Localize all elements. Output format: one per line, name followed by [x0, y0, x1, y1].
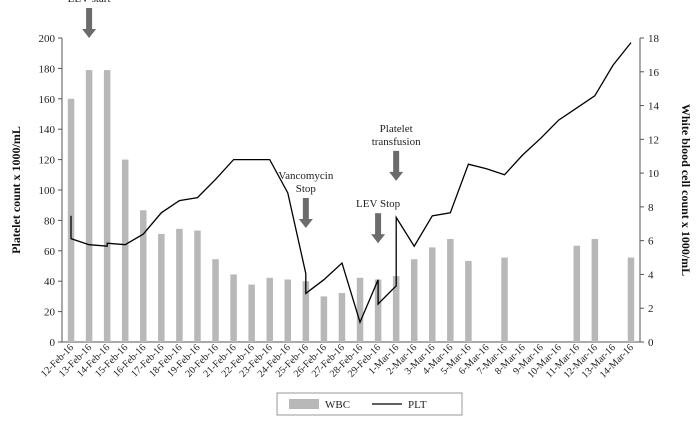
- plt-line: [71, 43, 631, 323]
- wbc-bar: [266, 278, 273, 342]
- right-tick-label: 16: [648, 67, 660, 79]
- wbc-bar: [212, 259, 219, 342]
- arrow-shaft: [375, 213, 381, 235]
- legend-wbc-swatch: [289, 399, 319, 409]
- wbc-bar: [104, 70, 111, 342]
- wbc-bar: [158, 234, 165, 342]
- wbc-bar: [194, 231, 201, 342]
- annotation-text: LEV Stop: [356, 198, 401, 210]
- right-axis-title: White blood cell count x 1000/mL: [679, 104, 693, 276]
- wbc-bar: [447, 239, 454, 342]
- right-tick-label: 4: [648, 269, 654, 281]
- wbc-bar: [321, 296, 328, 342]
- wbc-bar: [230, 274, 237, 342]
- wbc-bar: [339, 293, 346, 342]
- arrow-head: [299, 219, 313, 228]
- left-tick-label: 180: [39, 63, 56, 75]
- left-tick-label: 200: [39, 33, 56, 45]
- right-tick-label: 18: [648, 33, 660, 45]
- annotation-text: Platelet: [380, 123, 413, 135]
- right-tick-label: 0: [648, 337, 654, 349]
- right-tick-label: 14: [648, 101, 660, 113]
- right-tick-label: 8: [648, 202, 654, 214]
- wbc-bar: [140, 210, 147, 342]
- wbc-bar: [86, 70, 93, 342]
- annotation: LEV Stop: [356, 198, 401, 243]
- legend-plt-label: PLT: [408, 399, 427, 411]
- wbc-bar: [574, 246, 581, 342]
- arrow-head: [371, 234, 385, 243]
- wbc-bar: [592, 239, 599, 342]
- wbc-bar: [429, 247, 436, 342]
- left-tick-label: 40: [44, 276, 56, 288]
- right-tick-label: 6: [648, 236, 654, 248]
- right-tick-label: 10: [648, 168, 660, 180]
- right-tick-label: 12: [648, 134, 659, 146]
- wbc-bar: [122, 160, 129, 342]
- left-tick-label: 0: [50, 337, 56, 349]
- wbc-bar: [285, 280, 292, 342]
- right-tick-label: 2: [648, 303, 654, 315]
- wbc-bar: [357, 278, 364, 342]
- wbc-bar: [248, 285, 255, 342]
- annotation-text: transfusion: [372, 136, 421, 148]
- wbc-bar: [628, 258, 635, 342]
- annotation: LEV start: [68, 0, 111, 38]
- left-tick-label: 100: [39, 185, 56, 197]
- arrow-shaft: [303, 198, 309, 220]
- arrow-head: [389, 172, 403, 181]
- left-tick-label: 20: [44, 307, 56, 319]
- left-tick-label: 60: [44, 246, 56, 258]
- wbc-bar: [465, 261, 472, 342]
- arrow-head: [82, 29, 96, 38]
- wbc-bar: [501, 258, 508, 342]
- left-tick-label: 120: [39, 155, 56, 167]
- wbc-bar: [411, 259, 418, 342]
- annotation-text: LEV start: [68, 0, 111, 5]
- arrow-shaft: [393, 151, 399, 173]
- left-tick-label: 140: [39, 124, 56, 136]
- wbc-bar: [176, 229, 183, 342]
- left-tick-label: 160: [39, 94, 56, 106]
- left-axis-title: Platelet count x 1000/mL: [9, 126, 23, 254]
- annotation-text: Vancomycin: [278, 170, 333, 182]
- annotation-text: Stop: [296, 183, 317, 195]
- legend-wbc-label: WBC: [325, 399, 350, 411]
- arrow-shaft: [86, 8, 92, 30]
- left-tick-label: 80: [44, 215, 56, 227]
